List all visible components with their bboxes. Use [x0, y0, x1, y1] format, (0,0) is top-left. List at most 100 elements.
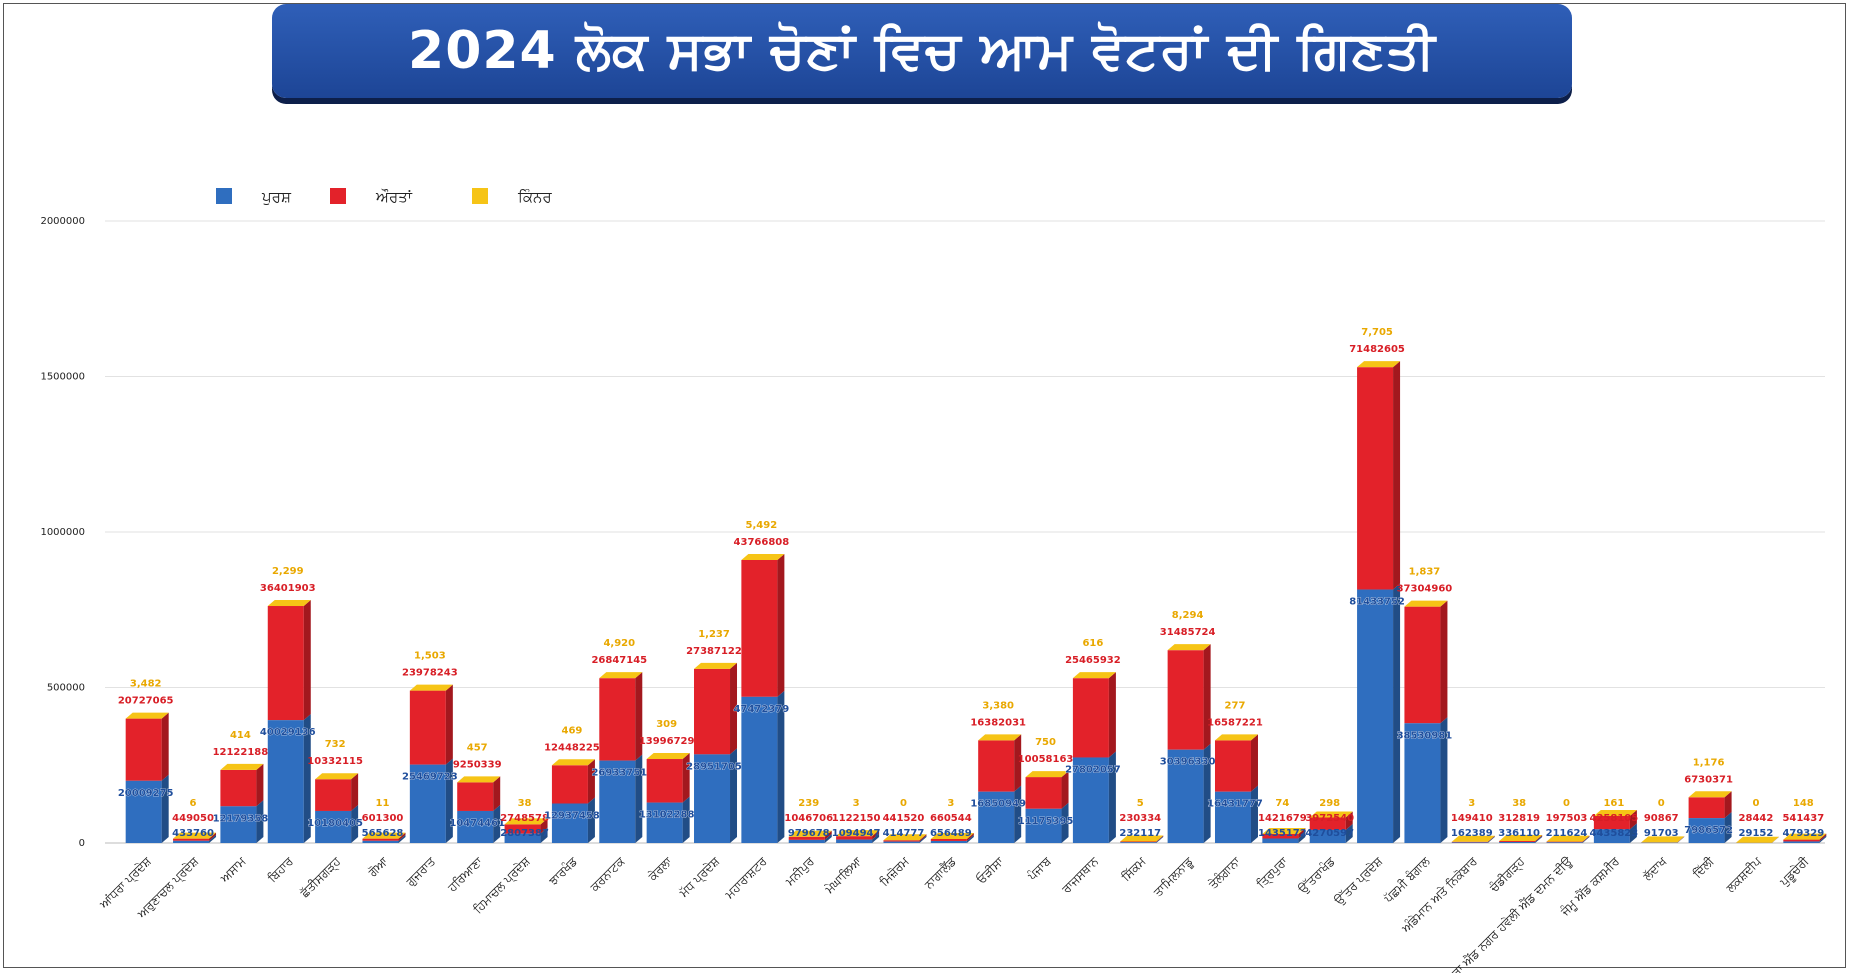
x-tick-label: ਕੇਰਲਾ — [645, 854, 675, 884]
bar-women — [1593, 815, 1630, 830]
data-label-women: 12448225 — [544, 742, 600, 753]
bar-men — [504, 833, 541, 843]
bar-women-side — [1582, 835, 1590, 843]
y-tick-label: 1500000 — [40, 372, 85, 383]
data-label-men: 4435823 — [1590, 828, 1639, 839]
bar-women — [978, 740, 1015, 792]
data-label-men: 1435172 — [1258, 828, 1307, 839]
bar-third-cap — [836, 830, 880, 837]
title-banner: 2024 ਲੋਕ ਸਭਾ ਚੋਣਾਂ ਵਿਚ ਆਮ ਵੋਟਰਾਂ ਦੀ ਗਿਣਤ… — [272, 4, 1572, 98]
legend-swatch — [330, 188, 346, 204]
bar-women — [173, 838, 210, 841]
bar-men-side — [303, 714, 311, 843]
bar-women-side — [682, 753, 690, 803]
bar-women — [741, 559, 778, 697]
data-label-third: 6 — [190, 798, 197, 809]
data-label-men: 414777 — [883, 828, 925, 839]
bar-men-side — [1156, 836, 1164, 843]
bar-men-side — [161, 774, 169, 843]
data-label-men: 28951705 — [686, 761, 742, 772]
x-tick-label: ਬਿਹਾਰ — [264, 854, 296, 886]
bar-third-cap — [788, 830, 832, 837]
bar-men — [220, 806, 257, 843]
bar-third-cap — [1735, 836, 1779, 843]
data-label-men: 40029136 — [260, 727, 316, 738]
legend: ਪੁਰਸ਼ ਔਰਤਾਂ ਕਿੰਨਰ — [216, 188, 552, 206]
bar-women — [1357, 367, 1394, 590]
bar-men-side — [682, 796, 690, 843]
data-label-third: 1,176 — [1693, 757, 1725, 768]
bar-women-side — [540, 818, 548, 834]
data-label-men: 91703 — [1644, 828, 1679, 839]
bar-men — [930, 840, 967, 843]
data-label-women: 9250339 — [453, 759, 502, 770]
state-bar: 40029136 36401903 2,299 ਬਿਹਾਰ — [260, 566, 316, 886]
data-label-third: 469 — [561, 725, 582, 736]
data-label-men: 10474461 — [449, 818, 505, 829]
bar-third-cap — [1025, 771, 1069, 778]
bar-men — [1499, 841, 1536, 843]
bar-women-side — [1156, 835, 1164, 843]
legend-swatch — [472, 188, 488, 204]
bar-women — [457, 782, 494, 811]
x-tick-label: ਝਾਰਖੰਡ — [546, 853, 581, 888]
data-label-third: 1,237 — [698, 629, 730, 640]
data-label-men: 479329 — [1782, 828, 1824, 839]
data-label-men: 211624 — [1546, 828, 1588, 839]
data-label-men: 7986572 — [1684, 825, 1733, 836]
data-label-third: 4,920 — [603, 638, 635, 649]
bar-women-side — [777, 553, 785, 697]
data-label-third: 1,503 — [414, 651, 446, 662]
data-label-women: 6730371 — [1684, 774, 1733, 785]
bar-men — [978, 791, 1015, 843]
bar-men-side — [777, 690, 785, 843]
bar-men-side — [919, 835, 927, 843]
data-label-women: 312819 — [1498, 813, 1540, 824]
bar-women-side — [1771, 836, 1779, 843]
data-label-women: 10332115 — [307, 756, 363, 767]
bar-men-side — [1203, 743, 1211, 843]
bar-men — [1451, 842, 1488, 843]
bar-women — [1167, 650, 1204, 750]
data-label-third: 148 — [1793, 798, 1814, 809]
state-bar: 10180405 10332115 732 ਛੱਤੀਸਗੜ੍ਹ — [297, 739, 364, 901]
bar-men — [1688, 818, 1725, 843]
chart-title: 2024 ਲੋਕ ਸਭਾ ਚੋਣਾਂ ਵਿਚ ਆਮ ਵੋਟਰਾਂ ਦੀ ਗਿਣਤ… — [408, 21, 1436, 81]
bar-men-side — [1771, 836, 1779, 843]
bar-third-cap — [1357, 361, 1401, 368]
x-tick-label: ਸਿੱਕਮ — [1118, 853, 1149, 884]
x-tick-label: ਮਨੀਪੁਰ — [782, 854, 817, 889]
data-label-third: 0 — [900, 798, 907, 809]
x-tick-label: ਲੱਦਾਖ — [1640, 854, 1670, 884]
bar-men — [1357, 589, 1394, 843]
data-label-women: 1046706 — [784, 813, 833, 824]
x-tick-label: ਚੰਡੀਗੜ੍ਹ — [1486, 854, 1529, 897]
data-label-third: 3,482 — [130, 679, 162, 690]
bar-men — [1262, 838, 1299, 843]
data-label-men: 11175395 — [1018, 816, 1074, 827]
bar-women — [836, 836, 873, 840]
bar-men — [125, 780, 162, 843]
bar-men-side — [1819, 835, 1827, 843]
x-tick-label: ਨਾਗਾਲੈਂਡ — [921, 853, 960, 892]
data-label-third: 161 — [1603, 798, 1624, 809]
bar-men — [1783, 841, 1820, 843]
bar-women — [646, 759, 683, 803]
bar-men — [741, 696, 778, 843]
data-label-third: 239 — [798, 798, 819, 809]
bar-men — [315, 810, 352, 843]
bar-third-cap — [741, 553, 785, 560]
state-bar: 656489 660544 3 ਨਾਗਾਲੈਂਡ — [921, 798, 974, 892]
x-tick-label: ਲਕਸ਼ਦੀਪ — [1723, 854, 1765, 896]
bar-women-side — [1487, 835, 1495, 843]
bar-women — [551, 765, 588, 804]
bar-men — [694, 754, 731, 843]
bar-men — [1025, 808, 1062, 843]
data-label-men: 20009275 — [118, 788, 174, 799]
x-tick-label: ਉੱਤਰ ਪ੍ਰਦੇਸ਼ — [1331, 854, 1387, 910]
state-bar: 91703 90867 0 ਲੱਦਾਖ — [1640, 798, 1685, 884]
data-label-women: 27387122 — [686, 646, 742, 657]
data-label-men: 1094947 — [832, 828, 881, 839]
data-label-women: 37304960 — [1397, 584, 1453, 595]
